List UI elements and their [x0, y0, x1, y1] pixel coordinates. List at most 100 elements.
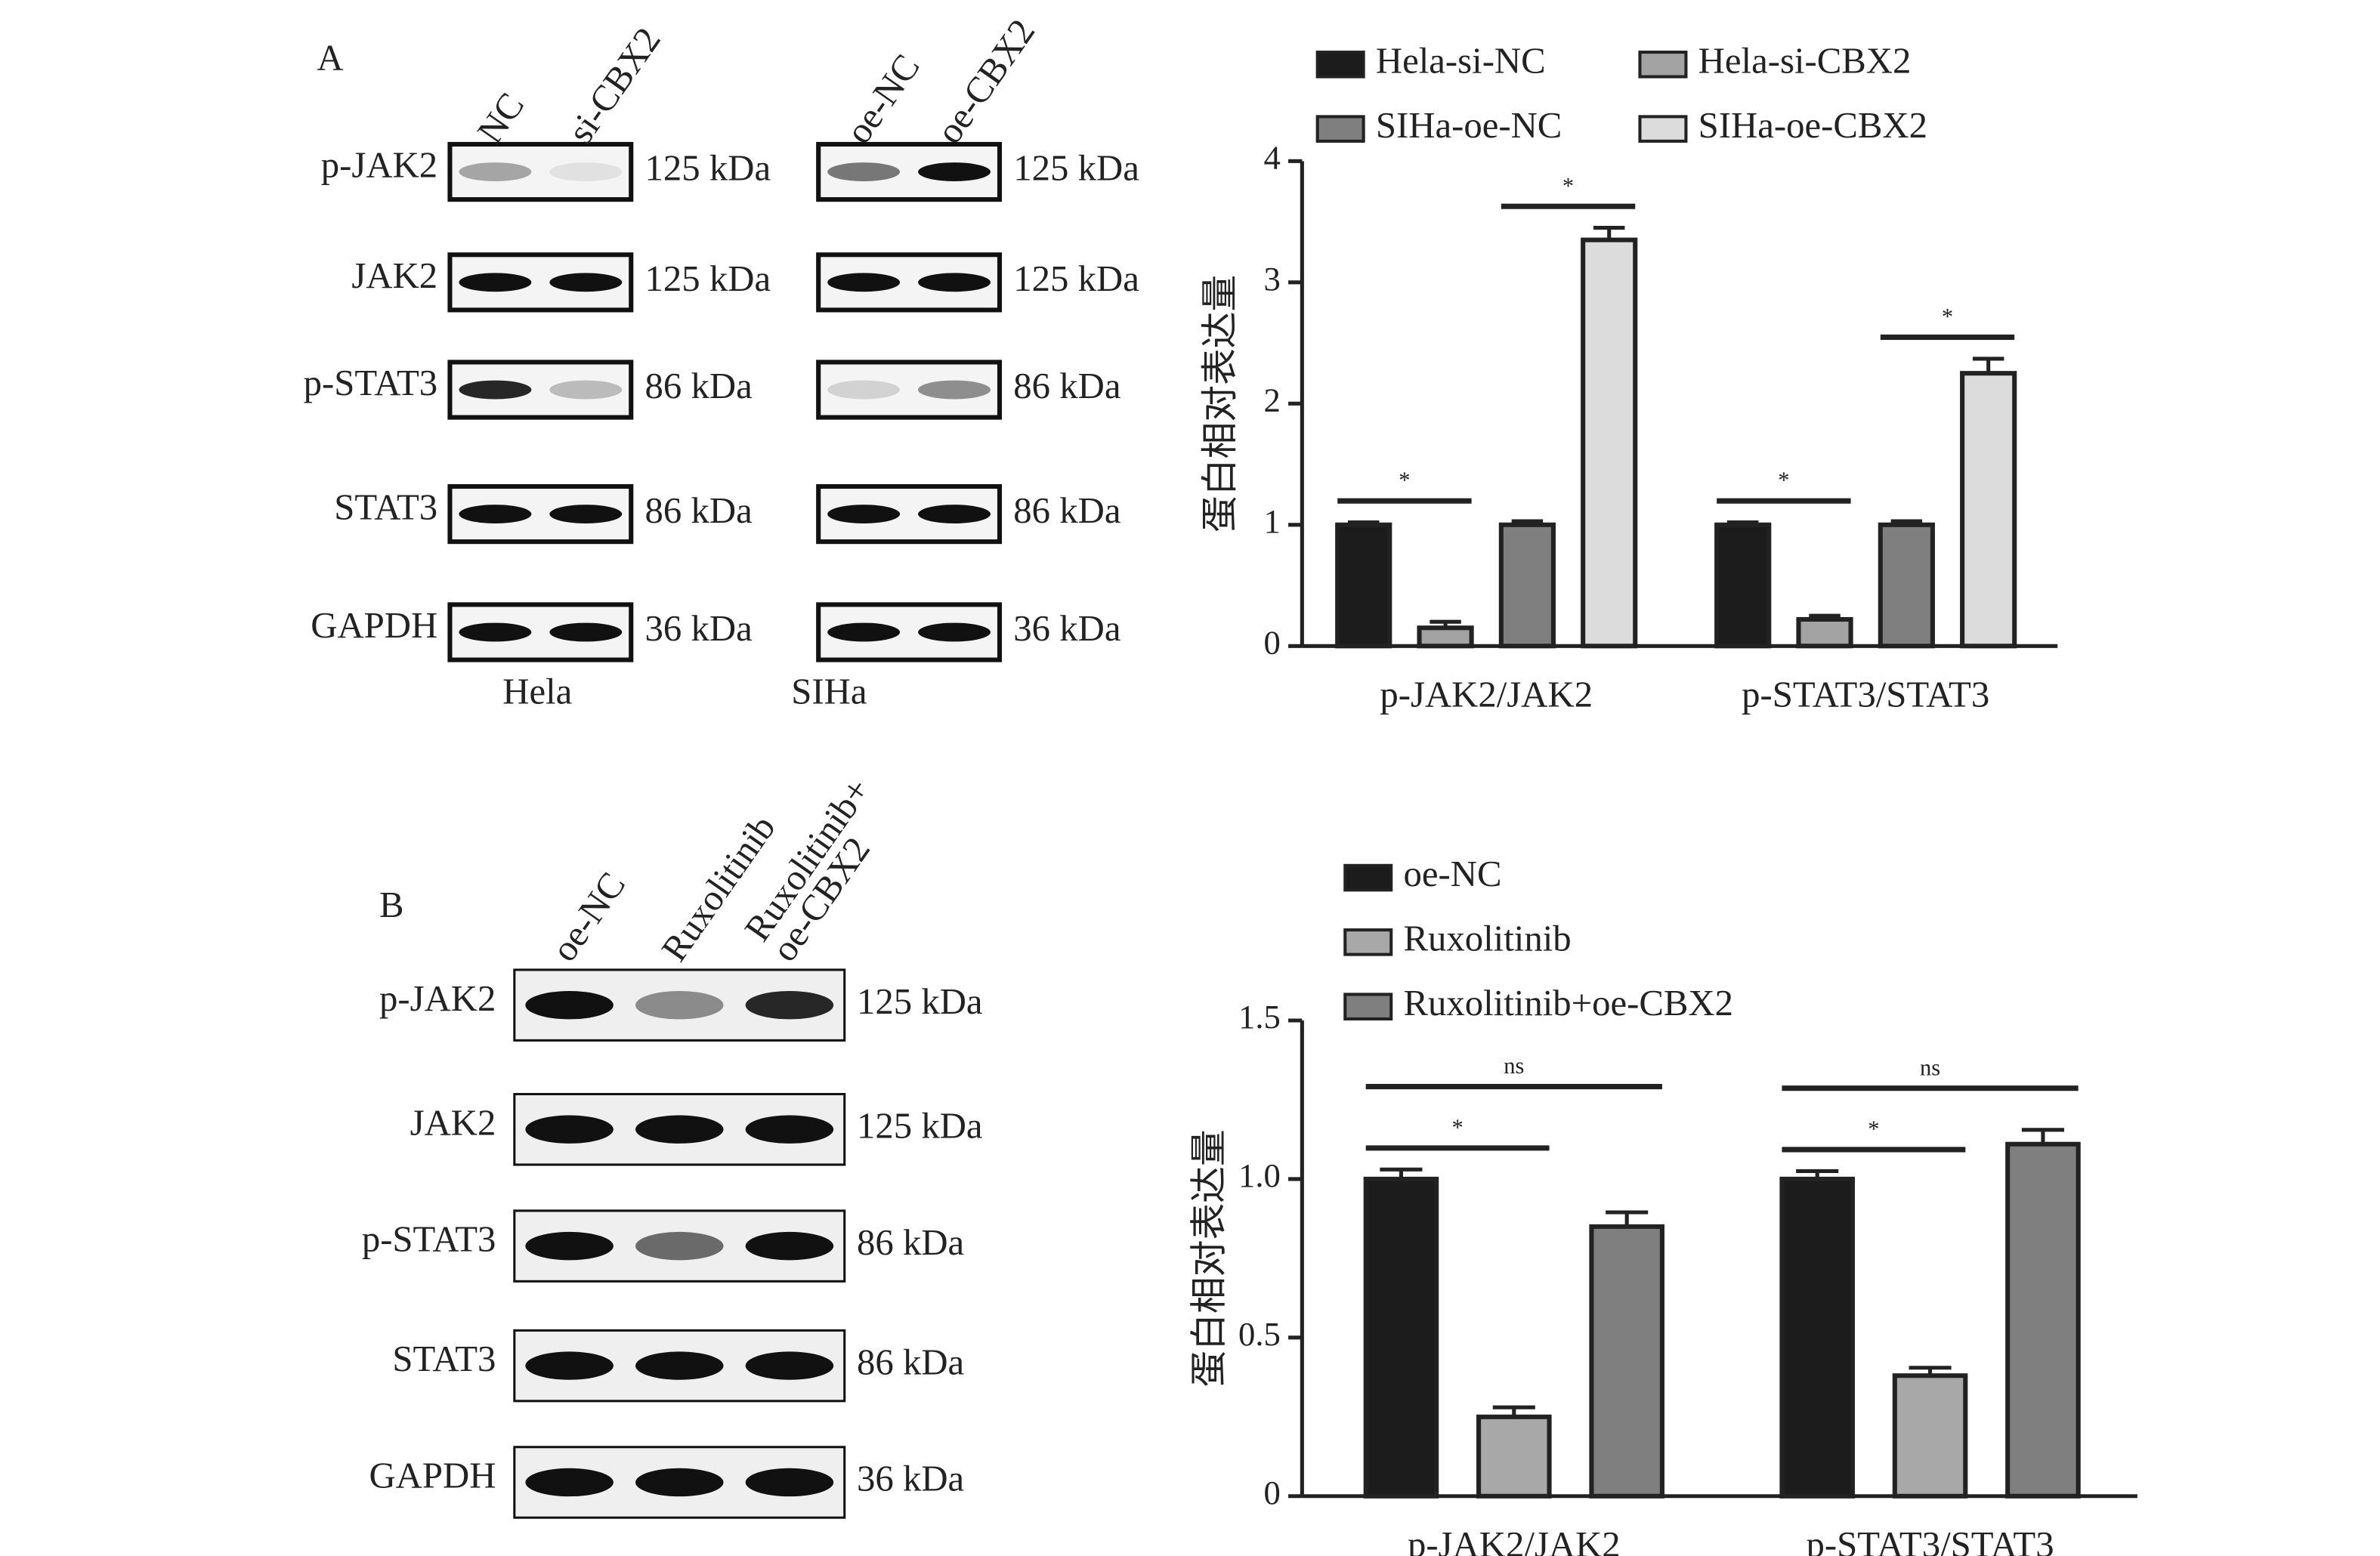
blot-band — [635, 1231, 724, 1261]
legend-label: Hela-si-CBX2 — [1698, 41, 1912, 82]
size-label: 86 kDa — [645, 490, 753, 531]
blot-box — [447, 141, 634, 202]
blot-band — [459, 505, 532, 524]
legend-swatch — [1343, 993, 1393, 1020]
blot-band — [827, 162, 901, 181]
blot-band — [745, 1231, 834, 1261]
blot-band — [745, 1468, 834, 1497]
panel-label: B — [379, 885, 404, 925]
blot-band — [827, 380, 901, 400]
y-axis-label: 蛋白相对表达量 — [1189, 1129, 1230, 1387]
size-label: 86 kDa — [1013, 490, 1120, 531]
blot-band — [525, 1468, 614, 1497]
blot-band — [635, 1468, 724, 1497]
legend-label: Hela-si-NC — [1376, 41, 1546, 82]
significance-label: * — [1778, 468, 1789, 493]
blot-band — [459, 273, 532, 292]
legend-label: SIHa-oe-CBX2 — [1698, 105, 1927, 146]
bar — [1417, 625, 1474, 649]
legend-label: SIHa-oe-NC — [1376, 105, 1562, 146]
blot-band — [549, 273, 623, 292]
protein-label: STAT3 — [334, 487, 437, 528]
bar — [1335, 522, 1392, 649]
protein-label: p-JAK2 — [321, 145, 437, 186]
protein-label: JAK2 — [410, 1102, 496, 1143]
blot-band — [459, 380, 532, 400]
size-label: 86 kDa — [645, 366, 753, 406]
bar — [1796, 616, 1853, 649]
legend-swatch — [1343, 863, 1393, 892]
blot-band — [827, 505, 901, 524]
blot-band — [827, 622, 901, 642]
x-tick-label: p-JAK2/JAK2 — [1380, 675, 1593, 715]
y-axis-label: 蛋白相对表达量 — [1200, 275, 1241, 533]
bar — [1779, 1176, 1855, 1499]
blot-band — [918, 380, 991, 400]
bar — [1476, 1414, 1552, 1499]
lane-label: si-CBX2 — [560, 20, 669, 151]
y-tick-label: 0.5 — [1238, 1315, 1281, 1353]
y-tick-label: 1 — [1264, 502, 1281, 540]
bar — [2005, 1141, 2081, 1499]
significance-label: * — [1452, 1115, 1464, 1141]
legend-swatch — [1315, 51, 1365, 79]
protein-label: p-STAT3 — [362, 1219, 496, 1260]
bar — [1892, 1373, 1968, 1499]
size-label: 86 kDa — [1013, 366, 1120, 406]
cell-line-label: SIHa — [791, 671, 867, 712]
size-label: 86 kDa — [857, 1222, 964, 1263]
blot-band — [918, 273, 991, 292]
blot-band — [635, 1115, 724, 1144]
blot-band — [918, 622, 991, 642]
significance-label: ns — [1920, 1054, 1940, 1080]
protein-label: GAPDH — [369, 1456, 496, 1496]
blot-band — [459, 162, 532, 181]
size-label: 125 kDa — [645, 258, 771, 299]
significance-label: * — [1399, 468, 1410, 493]
panel-label: A — [317, 37, 343, 78]
size-label: 36 kDa — [857, 1459, 964, 1499]
y-tick-label: 1.0 — [1238, 1156, 1281, 1194]
legend-label: Ruxolitinib — [1403, 918, 1571, 959]
blot-band — [635, 1351, 724, 1380]
blot-band — [918, 505, 991, 524]
protein-label: JAK2 — [351, 255, 437, 296]
bar — [1960, 371, 2017, 649]
size-label: 125 kDa — [1013, 148, 1139, 189]
blot-band — [525, 1231, 614, 1261]
significance-label: * — [1868, 1116, 1879, 1142]
x-tick-label: p-STAT3/STAT3 — [1742, 675, 1989, 715]
bar — [1878, 522, 1935, 649]
y-tick-label: 1.5 — [1238, 998, 1281, 1036]
size-label: 125 kDa — [857, 981, 983, 1022]
size-label: 125 kDa — [645, 148, 771, 189]
y-tick-label: 2 — [1264, 381, 1281, 419]
legend-swatch — [1638, 115, 1688, 143]
protein-label: GAPDH — [311, 605, 437, 646]
protein-label: p-STAT3 — [304, 363, 438, 403]
blot-band — [549, 162, 623, 181]
blot-band — [745, 1115, 834, 1144]
blot-band — [549, 622, 623, 642]
protein-label: STAT3 — [392, 1338, 496, 1379]
lane-label: oe-NC — [838, 47, 928, 150]
x-tick-label: p-JAK2/JAK2 — [1408, 1524, 1621, 1556]
blot-band — [827, 273, 901, 292]
lane-label: oe-CBX2 — [929, 12, 1043, 151]
blot-band — [635, 990, 724, 1020]
y-tick-label: 0 — [1264, 1474, 1281, 1511]
lane-label: oe-NC — [543, 865, 633, 968]
blot-band — [745, 1351, 834, 1380]
bar — [1363, 1176, 1439, 1499]
bar — [1714, 522, 1772, 649]
bar — [1581, 237, 1638, 649]
cell-line-label: Hela — [502, 671, 572, 712]
lane-label: NC — [469, 85, 532, 150]
size-label: 86 kDa — [857, 1341, 964, 1382]
blot-box — [816, 360, 1003, 420]
legend-swatch — [1343, 928, 1393, 956]
size-label: 125 kDa — [857, 1105, 983, 1146]
size-label: 36 kDa — [645, 608, 753, 649]
blot-band — [549, 380, 623, 400]
size-label: 36 kDa — [1013, 608, 1120, 649]
